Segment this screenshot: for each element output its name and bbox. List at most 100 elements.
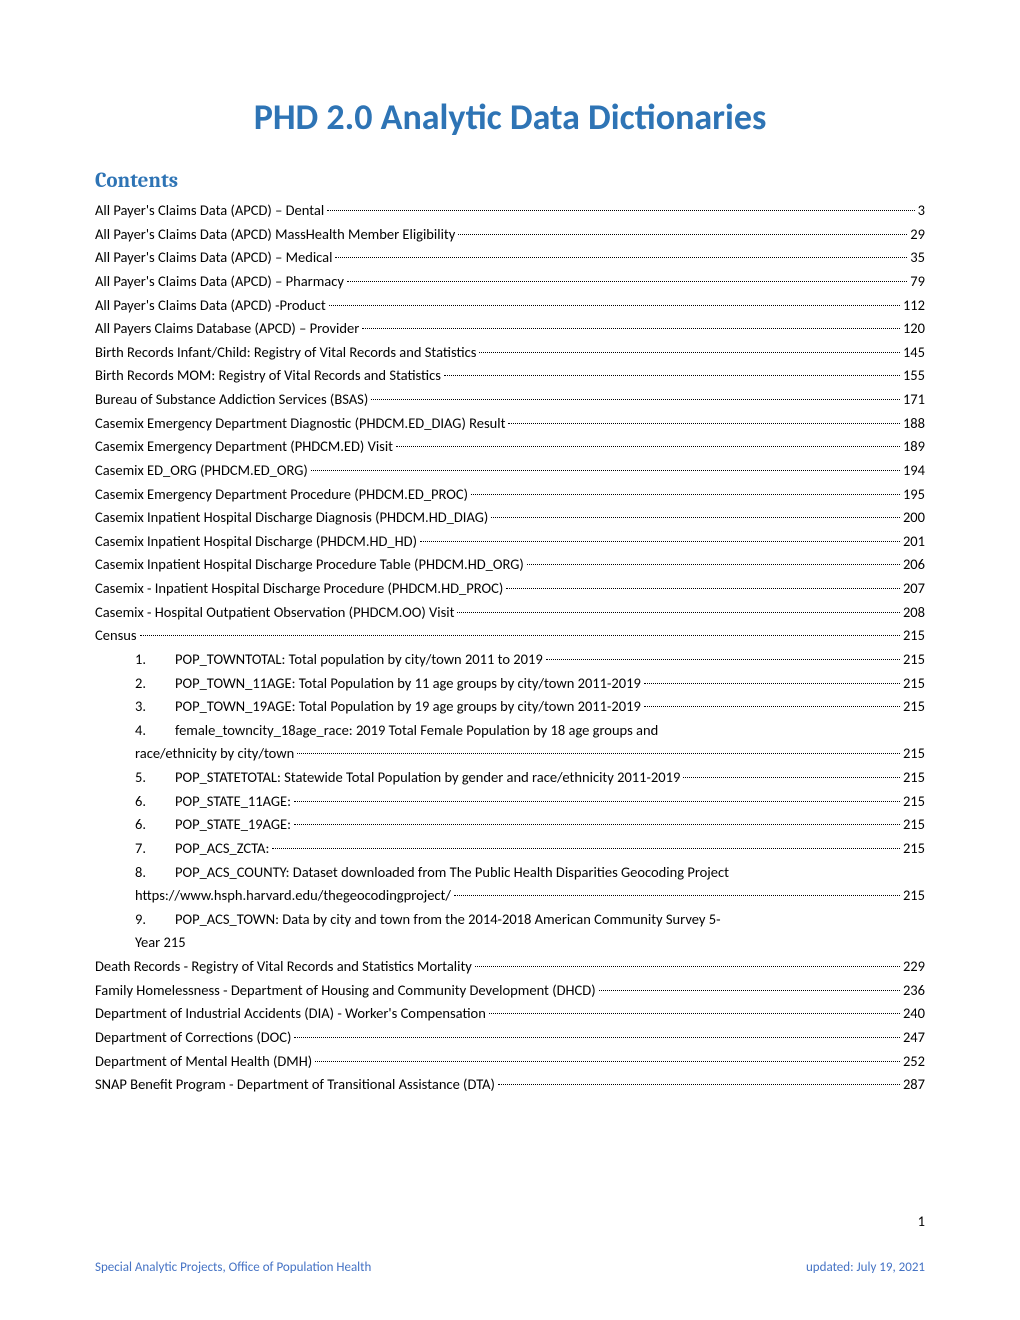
toc-entry[interactable]: 1. POP_TOWNTOTAL: Total population by cit… (95, 648, 925, 672)
toc-entry[interactable]: Death Records - Registry of Vital Record… (95, 955, 925, 979)
toc-page: 155 (903, 364, 925, 388)
toc-entry[interactable]: All Payer's Claims Data (APCD) – Medical… (95, 246, 925, 270)
toc-label: Casemix Emergency Department Procedure (… (95, 483, 468, 507)
toc-label: Birth Records Infant/Child: Registry of … (95, 341, 476, 365)
toc-label: Casemix Emergency Department Diagnostic … (95, 412, 505, 436)
toc-entry[interactable]: All Payers Claims Database (APCD) – Prov… (95, 317, 925, 341)
toc-number: 1. (135, 648, 161, 672)
toc-dots (475, 966, 900, 967)
toc-label: Department of Mental Health (DMH) (95, 1050, 312, 1074)
toc-page: 247 (903, 1026, 925, 1050)
toc-entry[interactable]: SNAP Benefit Program - Department of Tra… (95, 1073, 925, 1097)
toc-page: 189 (903, 435, 925, 459)
toc-entry[interactable]: Casemix Inpatient Hospital Discharge (PH… (95, 530, 925, 554)
toc-entry[interactable]: All Payer's Claims Data (APCD) MassHealt… (95, 223, 925, 247)
toc-entry[interactable]: Department of Mental Health (DMH) 252 (95, 1050, 925, 1074)
toc-dots (371, 399, 900, 400)
toc-label: Casemix Inpatient Hospital Discharge Pro… (95, 553, 524, 577)
toc-number: 6. (135, 813, 161, 837)
toc-page: 208 (903, 601, 925, 625)
toc-number: 2. (135, 672, 161, 696)
toc-dots (329, 305, 900, 306)
toc-entry[interactable]: Birth Records MOM: Registry of Vital Rec… (95, 364, 925, 388)
toc-entry[interactable]: Casemix Inpatient Hospital Discharge Dia… (95, 506, 925, 530)
toc-entry[interactable]: Casemix Emergency Department Diagnostic … (95, 412, 925, 436)
toc-page: 200 (903, 506, 925, 530)
toc-dots (396, 446, 900, 447)
toc-dots (362, 328, 900, 329)
toc-dots (599, 990, 900, 991)
toc-dots (420, 541, 900, 542)
toc-entry-continuation[interactable]: race/ethnicity by city/town215 (95, 742, 925, 766)
toc-entry[interactable]: All Payer's Claims Data (APCD) -Product1… (95, 294, 925, 318)
toc-entry[interactable]: 7.POP_ACS_ZCTA:215 (95, 837, 925, 861)
toc-dots (506, 588, 900, 589)
toc-dots (527, 564, 900, 565)
toc-label: POP_ACS_COUNTY: Dataset downloaded from … (175, 861, 729, 885)
toc-label: All Payer's Claims Data (APCD) MassHealt… (95, 223, 455, 247)
toc-label: Casemix - Hospital Outpatient Observatio… (95, 601, 454, 625)
toc-dots (491, 517, 900, 518)
toc-page: 215 (903, 884, 925, 908)
toc-page: 215 (903, 813, 925, 837)
toc-dots (311, 470, 900, 471)
toc-label: POP_TOWNTOTAL: Total population by city/… (175, 648, 543, 672)
toc-label: Year (135, 931, 160, 955)
toc-entry[interactable]: Casemix Emergency Department (PHDCM.ED) … (95, 435, 925, 459)
toc-entry[interactable]: Bureau of Substance Addiction Services (… (95, 388, 925, 412)
table-of-contents: All Payer's Claims Data (APCD) – Dental3… (95, 199, 925, 1097)
toc-page: 215 (903, 624, 925, 648)
toc-dots (683, 777, 900, 778)
toc-entry[interactable]: Casemix - Inpatient Hospital Discharge P… (95, 577, 925, 601)
toc-entry[interactable]: 2. POP_TOWN_11AGE: Total Population by 11… (95, 672, 925, 696)
toc-dots (444, 375, 900, 376)
toc-entry[interactable]: Casemix Emergency Department Procedure (… (95, 483, 925, 507)
toc-page: 201 (903, 530, 925, 554)
toc-label: SNAP Benefit Program - Department of Tra… (95, 1073, 495, 1097)
toc-entry[interactable]: 3.POP_TOWN_19AGE: Total Population by 19… (95, 695, 925, 719)
toc-dots (508, 423, 900, 424)
toc-dots (644, 683, 900, 684)
page-title: PHD 2.0 Analytic Data Dictionaries (95, 95, 925, 139)
toc-label: Family Homelessness - Department of Hous… (95, 979, 596, 1003)
toc-label: POP_ACS_ZCTA: (175, 837, 269, 861)
toc-dots (272, 848, 900, 849)
toc-entry[interactable]: All Payer's Claims Data (APCD) – Pharmac… (95, 270, 925, 294)
toc-entry[interactable]: Casemix Inpatient Hospital Discharge Pro… (95, 553, 925, 577)
toc-entry[interactable]: Casemix ED_ORG (PHDCM.ED_ORG)194 (95, 459, 925, 483)
toc-page: 120 (903, 317, 925, 341)
toc-page: 287 (903, 1073, 925, 1097)
toc-dots (297, 753, 900, 754)
toc-dots (479, 352, 900, 353)
toc-page: 236 (903, 979, 925, 1003)
toc-entry[interactable]: 5.POP_STATETOTAL: Statewide Total Popula… (95, 766, 925, 790)
toc-label: POP_TOWN_11AGE: Total Population by 11 a… (175, 672, 641, 696)
toc-dots (498, 1084, 900, 1085)
toc-entry-continuation[interactable]: https://www.hsph.harvard.edu/thegeocodin… (95, 884, 925, 908)
toc-page: 145 (903, 341, 925, 365)
toc-entry[interactable]: 4.female_towncity_18age_race: 2019 Total… (95, 719, 925, 743)
toc-number: 8. (135, 861, 161, 885)
toc-entry[interactable]: Department of Industrial Accidents (DIA)… (95, 1002, 925, 1026)
toc-entry[interactable]: Casemix - Hospital Outpatient Observatio… (95, 601, 925, 625)
page-number: 1 (918, 1212, 925, 1230)
toc-entry-continuation[interactable]: Year 215 (95, 931, 925, 955)
toc-page: 206 (903, 553, 925, 577)
toc-entry[interactable]: Census215 (95, 624, 925, 648)
toc-page: 215 (903, 672, 925, 696)
toc-entry[interactable]: 6.POP_STATE_19AGE:215 (95, 813, 925, 837)
toc-entry[interactable]: All Payer's Claims Data (APCD) – Dental3 (95, 199, 925, 223)
toc-label: Casemix - Inpatient Hospital Discharge P… (95, 577, 503, 601)
toc-entry[interactable]: 8. POP_ACS_COUNTY: Dataset downloaded fro… (95, 861, 925, 885)
toc-label: POP_STATETOTAL: Statewide Total Populati… (175, 766, 680, 790)
toc-entry[interactable]: 9.POP_ACS_TOWN: Data by city and town fr… (95, 908, 925, 932)
toc-page: 252 (903, 1050, 925, 1074)
toc-entry[interactable]: Family Homelessness - Department of Hous… (95, 979, 925, 1003)
toc-dots (315, 1061, 900, 1062)
toc-entry[interactable]: Birth Records Infant/Child: Registry of … (95, 341, 925, 365)
toc-dots (347, 281, 907, 282)
toc-number: 3. (135, 695, 161, 719)
toc-label: POP_STATE_11AGE: (175, 790, 291, 814)
toc-entry[interactable]: Department of Corrections (DOC)247 (95, 1026, 925, 1050)
toc-entry[interactable]: 6.POP_STATE_11AGE:215 (95, 790, 925, 814)
